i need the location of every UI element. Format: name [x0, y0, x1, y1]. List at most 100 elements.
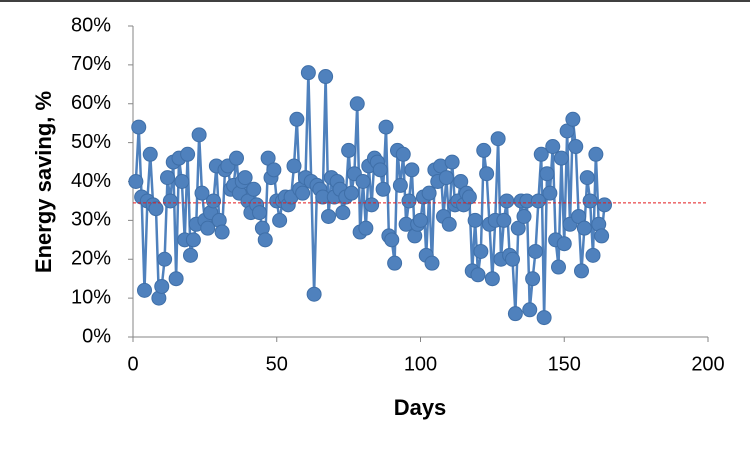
data-point — [162, 193, 178, 209]
data-point — [364, 197, 380, 213]
x-tick-label: 0 — [127, 353, 138, 375]
data-point — [229, 150, 244, 166]
y-tick-label: 20% — [71, 248, 111, 270]
data-point — [582, 193, 598, 209]
data-point — [525, 271, 541, 287]
y-tick-label: 30% — [71, 209, 111, 231]
y-tick-label: 0% — [82, 325, 111, 347]
x-tick-label: 150 — [548, 353, 581, 375]
data-point — [174, 174, 190, 189]
data-point — [585, 247, 601, 263]
data-point — [128, 174, 144, 189]
data-point — [479, 166, 495, 182]
data-point — [530, 193, 546, 209]
data-point — [185, 232, 201, 248]
data-point — [200, 220, 216, 236]
data-point — [579, 170, 595, 186]
data-point — [536, 310, 552, 326]
data-point — [533, 146, 549, 162]
data-point — [384, 232, 400, 248]
data-point — [444, 154, 460, 170]
data-point — [576, 220, 592, 236]
data-point — [476, 142, 492, 158]
y-tick-label: 10% — [71, 286, 111, 308]
data-point — [157, 251, 173, 267]
data-point — [142, 146, 158, 162]
data-point — [461, 189, 477, 205]
data-point — [565, 111, 581, 127]
data-point — [194, 185, 210, 201]
data-point — [295, 185, 311, 201]
data-point — [507, 306, 523, 322]
x-tick-label: 50 — [266, 353, 288, 375]
data-point — [528, 243, 543, 259]
data-point — [470, 267, 486, 283]
data-point — [438, 170, 454, 186]
data-point — [392, 177, 408, 193]
data-point — [272, 212, 288, 228]
data-point — [588, 146, 604, 162]
data-point — [358, 220, 374, 236]
data-point — [499, 193, 515, 209]
data-point — [137, 282, 152, 298]
data-point — [594, 228, 610, 244]
data-point — [413, 212, 428, 228]
data-point — [372, 162, 388, 178]
x-axis-label: Days — [394, 395, 447, 420]
x-tick-label: 100 — [404, 353, 437, 375]
y-tick-label: 70% — [71, 53, 111, 75]
data-point — [395, 146, 411, 162]
data-point — [191, 127, 207, 143]
y-tick-label: 50% — [71, 131, 111, 153]
data-point — [131, 119, 147, 135]
y-tick-label: 40% — [71, 170, 111, 192]
x-tick-label: 200 — [691, 353, 724, 375]
data-point — [387, 255, 403, 271]
data-point — [300, 65, 316, 81]
data-point — [467, 212, 483, 228]
data-point — [321, 208, 336, 224]
data-point — [266, 162, 282, 178]
data-point — [286, 158, 302, 174]
data-point — [378, 119, 394, 135]
data-point — [214, 224, 230, 240]
data-point — [545, 139, 561, 155]
data-point — [496, 212, 512, 228]
data-point — [344, 185, 359, 201]
data-point — [473, 243, 489, 259]
data-point — [375, 181, 391, 197]
data-point — [484, 271, 500, 287]
data-point — [553, 150, 569, 166]
data-point — [289, 111, 305, 127]
data-point — [597, 197, 612, 213]
data-point — [148, 201, 164, 217]
data-point — [574, 263, 589, 279]
data-point — [401, 193, 417, 209]
data-point — [257, 232, 273, 248]
data-point — [556, 236, 572, 252]
data-point — [206, 193, 221, 209]
data-point — [168, 271, 184, 287]
data-point — [349, 96, 365, 112]
data-point — [542, 185, 558, 201]
data-point — [551, 259, 566, 275]
y-tick-label: 60% — [71, 92, 111, 114]
data-point — [516, 208, 532, 224]
data-point — [160, 170, 175, 186]
data-point — [424, 255, 440, 271]
data-point — [421, 185, 437, 201]
data-point — [180, 146, 196, 162]
data-point — [183, 247, 198, 263]
data-point — [568, 139, 584, 155]
data-point — [154, 278, 170, 294]
data-point — [306, 286, 322, 302]
y-tick-label: 80% — [71, 14, 111, 36]
data-point — [252, 205, 267, 221]
data-point — [404, 162, 420, 178]
data-point — [237, 170, 253, 186]
data-point — [539, 166, 555, 182]
data-point — [246, 181, 262, 197]
y-axis-label: Energy saving, % — [31, 91, 56, 273]
data-point — [341, 142, 357, 158]
